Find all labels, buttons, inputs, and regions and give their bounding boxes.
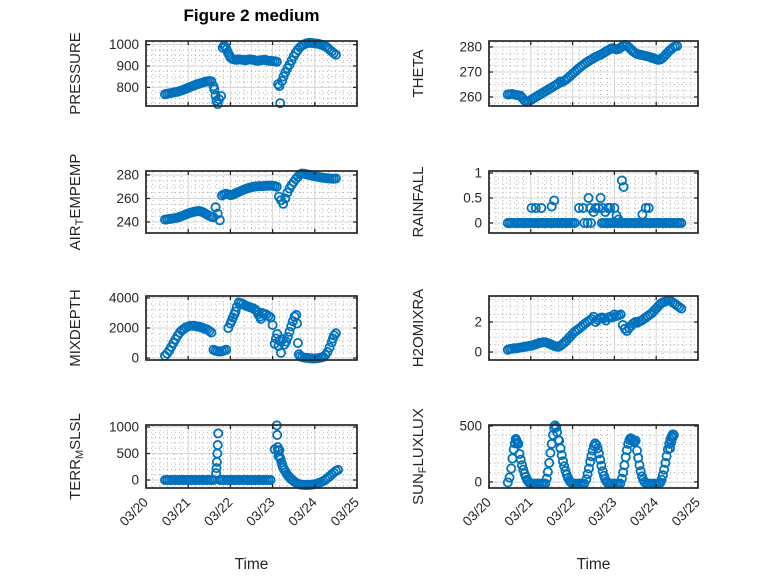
y-tick-label: 0 [474, 345, 482, 360]
x-tick-label: 03/22 [201, 495, 236, 530]
y-tick-label: 280 [459, 40, 482, 55]
y-axis-label: H2OMIXRA [410, 289, 427, 367]
axes-box [488, 295, 699, 361]
y-tick-label: 500 [116, 446, 139, 461]
y-tick-label: 280 [116, 167, 139, 182]
subplot-air_temp: 240 260 280 AIRTEMPEMP [67, 154, 358, 251]
y-axis-label: SUNFLUXLUX [410, 408, 429, 505]
x-tick-label: 03/25 [669, 495, 704, 530]
axes-box [145, 40, 358, 107]
y-tick-label: 800 [116, 80, 139, 95]
y-tick-label: 4000 [109, 290, 139, 305]
tick-marks [488, 171, 699, 233]
y-axis-label: RAINFALL [410, 167, 427, 238]
x-axis-title: Time [577, 556, 611, 573]
axes-box [145, 424, 358, 489]
y-tick-label: 1000 [109, 37, 139, 52]
subplot-pressure: 800 900 1000 PRESSURE [67, 32, 358, 115]
y-tick-label: 900 [116, 59, 139, 74]
figure-title: Figure 2 medium [183, 6, 320, 25]
x-tick-label: 03/23 [585, 495, 620, 530]
y-axis-label: THETA [410, 49, 427, 97]
y-tick-label: 260 [459, 90, 482, 105]
scatter-points [159, 297, 341, 364]
axes-box [145, 170, 358, 234]
scatter-points [502, 295, 687, 355]
y-axis-label: AIRTEMPEMP [67, 154, 86, 251]
x-axis-title: Time [235, 556, 269, 573]
y-tick-label: 500 [459, 419, 482, 434]
subplot-rainfall: 0 0.5 1 RAINFALL [410, 166, 699, 238]
y-tick-label: 1000 [109, 420, 139, 435]
axes-box [488, 170, 699, 234]
x-tick-label: 03/21 [501, 495, 536, 530]
subplot-mixdepth: 0 2000 4000 MIXDEPTH [67, 289, 358, 367]
tick-marks [488, 41, 699, 106]
x-tick-label: 03/24 [627, 494, 662, 529]
y-tick-label: 260 [116, 191, 139, 206]
minor-grid [147, 42, 356, 105]
y-tick-label: 2000 [109, 321, 139, 336]
y-tick-label: 270 [459, 65, 482, 80]
y-tick-label: 0 [131, 472, 139, 487]
x-tick-label: 03/20 [117, 495, 152, 530]
x-tick-label: 03/20 [460, 495, 495, 530]
y-axis-label: MIXDEPTH [67, 289, 84, 367]
y-tick-label: 0 [474, 474, 482, 489]
y-tick-label: 240 [116, 214, 139, 229]
axes-box [488, 40, 699, 107]
scatter-points [502, 175, 687, 228]
axes-box [488, 424, 699, 489]
minor-grid [490, 172, 697, 232]
y-tick-label: 0 [474, 216, 482, 231]
tick-marks [145, 171, 358, 233]
tick-marks [145, 41, 358, 106]
subplot-theta: 260 270 280 THETA [410, 40, 699, 107]
tick-marks [145, 425, 358, 488]
scatter-points [502, 420, 679, 489]
scatter-points [159, 37, 341, 110]
scatter-points [159, 420, 343, 490]
y-tick-label: 0.5 [463, 191, 482, 206]
minor-grid [147, 426, 356, 487]
x-tick-label: 03/21 [159, 495, 194, 530]
scatter-points [159, 168, 341, 226]
subplot-h2omixra: 0 2 H2OMIXRA [410, 289, 699, 367]
tick-marks [488, 296, 699, 360]
y-tick-label: 2 [474, 314, 482, 329]
y-axis-label: PRESSURE [67, 32, 84, 115]
x-tick-label: 03/22 [543, 495, 578, 530]
tick-marks [488, 425, 699, 488]
tick-marks [145, 296, 358, 360]
subplot-sun_flux: 0 500 SUNFLUXLUX 03/20 03/21 03/22 03/23 03/24 0… [410, 408, 703, 573]
x-tick-label: 03/25 [328, 495, 363, 530]
y-axis-label: TERRMSLSL [67, 413, 86, 500]
y-tick-label: 0 [131, 351, 139, 366]
x-tick-label: 03/23 [243, 495, 278, 530]
y-tick-label: 1 [474, 166, 482, 181]
scatter-points [502, 40, 683, 107]
x-tick-label: 03/24 [285, 494, 320, 529]
